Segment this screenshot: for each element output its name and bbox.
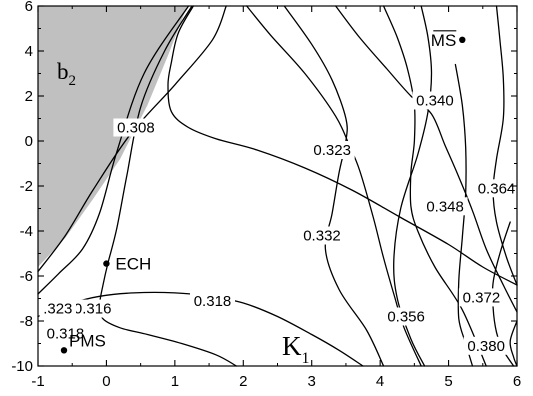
point-label-0: ECH bbox=[115, 255, 151, 274]
contour-label-bg-0 bbox=[113, 118, 159, 137]
region-label-sub: 2 bbox=[69, 73, 77, 89]
contour-line-6 bbox=[283, 5, 385, 367]
point-marker-0 bbox=[103, 260, 110, 267]
contour-label-7: 0.318 bbox=[194, 293, 232, 310]
contour-label-bg-1 bbox=[309, 141, 355, 159]
contour-line-13 bbox=[509, 320, 518, 367]
contour-line-2 bbox=[37, 5, 190, 295]
contour-label-bg-9 bbox=[42, 324, 88, 343]
y-tick-label-0: -10 bbox=[11, 358, 33, 375]
shaded-region-layer bbox=[38, 6, 188, 267]
contour-label-1: 0.323 bbox=[313, 142, 351, 159]
contour-label-5: 0.332 bbox=[303, 228, 341, 245]
points-layer: ECH PMS MS bbox=[60, 30, 466, 354]
contour-line-10 bbox=[492, 5, 518, 286]
axis-symbol-main: K bbox=[282, 331, 302, 361]
y-tick-label-8: 6 bbox=[25, 0, 33, 15]
contour-label-0: 0.308 bbox=[117, 120, 155, 137]
x-tick-label-4: 3 bbox=[308, 373, 316, 390]
y-tick-label-1: -8 bbox=[20, 313, 33, 330]
x-tick-label-1: 0 bbox=[102, 373, 110, 390]
contour-line-1 bbox=[98, 5, 238, 367]
point-label-2: MS bbox=[431, 31, 457, 50]
contour-label-bg-8 bbox=[39, 299, 76, 318]
x-tick-label-0: -1 bbox=[31, 373, 44, 390]
y-tick-label-6: 2 bbox=[25, 88, 33, 105]
region-label-main: b bbox=[57, 59, 69, 84]
axis-symbol: K1 bbox=[282, 331, 310, 367]
contour-label-bg-12 bbox=[463, 336, 509, 355]
contour-label-3: 0.364 bbox=[478, 180, 516, 197]
y-tick-label-2: -6 bbox=[20, 268, 33, 285]
point-marker-2 bbox=[459, 36, 466, 43]
contour-line-11 bbox=[454, 63, 474, 367]
y-tick-label-5: 0 bbox=[25, 133, 33, 150]
x-tick-label-2: 1 bbox=[171, 373, 179, 390]
contour-labels-layer: 0.308 0.323 0.340 0.364 0.348 0.332 0.316 0.318… bbox=[39, 91, 519, 355]
axes-layer bbox=[37, 5, 518, 367]
shaded-region bbox=[38, 6, 188, 267]
contour-label-bg-3 bbox=[474, 179, 519, 198]
region-label: b2 bbox=[57, 59, 76, 89]
x-tick-label-6: 5 bbox=[444, 373, 452, 390]
contour-line-8 bbox=[382, 5, 487, 367]
contour-label-6: 0.316 bbox=[74, 301, 112, 318]
contour-label-bg-6 bbox=[70, 299, 116, 318]
contour-line-0 bbox=[167, 5, 518, 286]
contour-label-4: 0.348 bbox=[426, 198, 464, 215]
axis-symbol-sub: 1 bbox=[302, 350, 310, 367]
contour-label-9: 0.318 bbox=[47, 325, 85, 342]
contour-label-2: 0.340 bbox=[416, 93, 454, 110]
contour-label-12: 0.380 bbox=[467, 338, 505, 355]
point-marker-1 bbox=[60, 347, 68, 354]
contour-label-10: 0.356 bbox=[387, 309, 425, 326]
x-tick-label-7: 6 bbox=[513, 373, 521, 390]
contour-label-bg-5 bbox=[299, 226, 345, 245]
x-tick-label-3: 2 bbox=[239, 373, 247, 390]
contour-label-bg-2 bbox=[412, 91, 458, 110]
contour-label-11: 0.372 bbox=[463, 289, 501, 306]
y-tick-label-4: -2 bbox=[20, 178, 33, 195]
contour-label-8: .323 bbox=[43, 301, 72, 318]
contour-line-5 bbox=[246, 5, 422, 367]
contour-label-bg-4 bbox=[422, 197, 468, 216]
contour-label-bg-11 bbox=[458, 288, 504, 307]
contour-line-7 bbox=[335, 5, 518, 313]
y-tick-label-7: 4 bbox=[25, 43, 33, 60]
contour-label-bg-10 bbox=[383, 307, 429, 326]
point-label-1: PMS bbox=[69, 331, 106, 350]
y-tick-label-3: -4 bbox=[20, 223, 33, 240]
contour-label-bg-7 bbox=[190, 291, 235, 310]
x-tick-label-5: 4 bbox=[376, 373, 384, 390]
